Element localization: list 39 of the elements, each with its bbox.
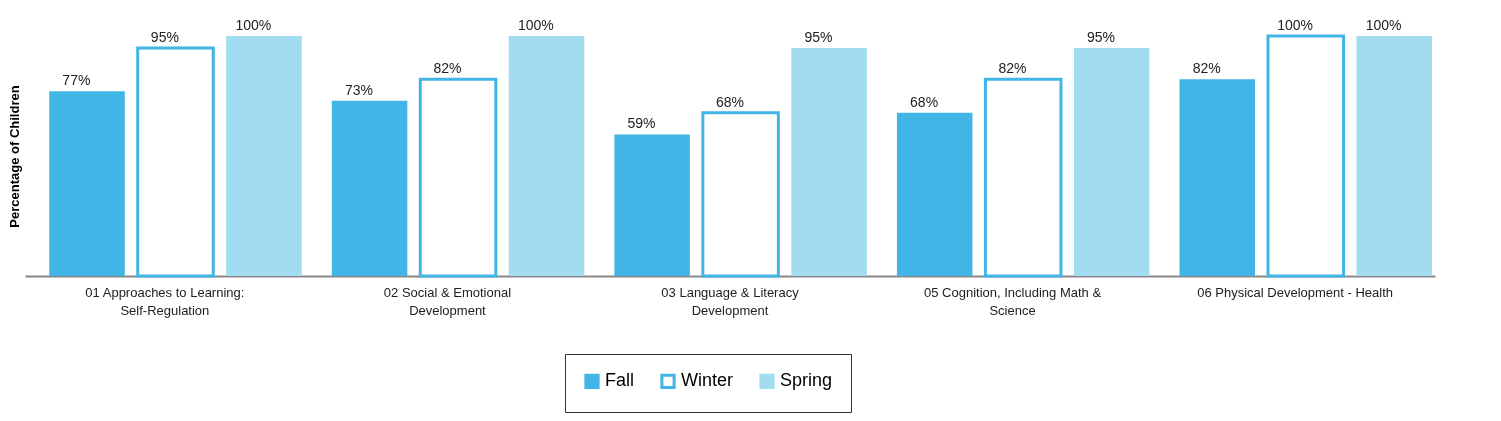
bar: [331, 100, 408, 276]
data-label: 73%: [344, 81, 373, 98]
data-label: 95%: [150, 29, 179, 45]
data-label: 100%: [1365, 17, 1402, 33]
data-label: 82%: [998, 60, 1027, 77]
y-axis-title: Percentage of Children: [6, 85, 22, 228]
bar: [1356, 36, 1432, 276]
data-label: 100%: [518, 17, 554, 33]
bar: [1266, 34, 1346, 278]
legend-label: Spring: [780, 370, 833, 391]
data-label: 100%: [235, 17, 272, 33]
data-label: 82%: [1192, 60, 1221, 77]
bar: [226, 36, 302, 276]
bar: [983, 77, 1063, 278]
bar: [508, 36, 585, 276]
data-label: 100%: [1277, 17, 1314, 33]
bar: [1073, 48, 1150, 276]
x-tick-label: 06 Physical Development - Health: [1197, 284, 1394, 300]
x-tick-label: 03 Language & Literacy Development: [661, 284, 800, 318]
bar: [49, 91, 125, 276]
bar: [701, 111, 780, 278]
data-label: 95%: [804, 29, 833, 45]
data-label: 68%: [715, 93, 745, 110]
bar: [136, 46, 215, 278]
x-tick-label: 05 Cognition, Including Math & Science: [924, 284, 1102, 318]
bar: [896, 112, 973, 276]
legend-label: Winter: [681, 370, 734, 391]
data-label: 95%: [1087, 29, 1116, 45]
data-label: 82%: [433, 60, 462, 77]
legend-label: Fall: [605, 370, 635, 391]
data-label: 77%: [62, 72, 91, 89]
x-tick-label: 01 Approaches to Learning: Self-Regulation: [85, 284, 245, 318]
data-label: 68%: [910, 93, 939, 110]
bar: [791, 48, 867, 276]
bar: [1179, 79, 1256, 276]
bar: [418, 77, 498, 278]
data-label: 59%: [627, 115, 656, 132]
bar: [614, 134, 690, 276]
x-tick-label: 02 Social & Emotional Development: [383, 284, 512, 318]
